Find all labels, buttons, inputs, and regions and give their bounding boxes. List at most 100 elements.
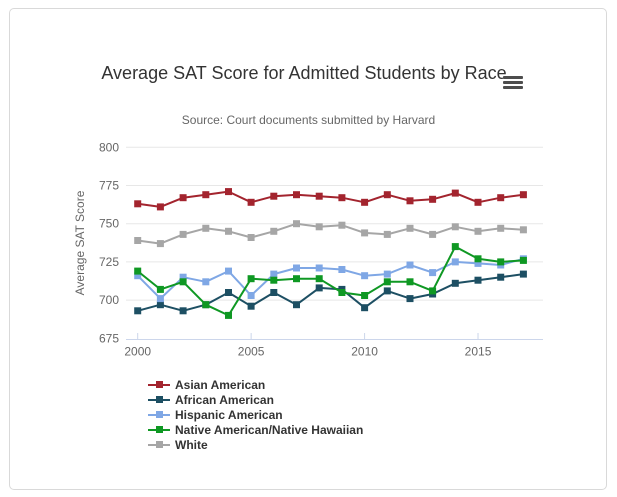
legend-label: Asian American (175, 377, 266, 392)
data-point-marker (225, 227, 232, 235)
data-point-marker (225, 311, 232, 319)
data-point-marker (270, 227, 278, 235)
data-point-marker (293, 191, 300, 199)
chart-subtitle: Source: Court documents submitted by Har… (181, 113, 436, 127)
data-point-marker (156, 203, 164, 211)
data-point-marker (179, 230, 187, 238)
legend-marker (148, 380, 170, 389)
legend-item-native-american-native-hawaiian[interactable]: Native American/Native Hawaiian (148, 422, 363, 437)
legend-label: Native American/Native Hawaiian (175, 422, 364, 437)
data-point-marker (179, 278, 187, 286)
data-point-marker (134, 272, 142, 280)
legend-marker (148, 395, 170, 404)
legend-item-asian-american[interactable]: Asian American (148, 377, 363, 392)
data-point-marker (338, 221, 346, 229)
data-point-marker (474, 259, 482, 267)
data-point-marker (247, 234, 255, 241)
data-point-marker (134, 200, 142, 208)
series-white (134, 220, 527, 248)
data-point-marker (179, 307, 187, 315)
y-tick-label: 800 (99, 140, 119, 154)
data-point-marker (383, 230, 391, 238)
legend-marker (148, 440, 170, 449)
data-point-marker (361, 272, 369, 280)
x-tick-label: 2015 (465, 345, 492, 359)
data-point-marker (519, 226, 527, 234)
data-point-marker (429, 230, 437, 238)
data-point-marker (225, 188, 232, 196)
data-point-marker (247, 292, 255, 299)
data-point-marker (383, 270, 391, 278)
data-point-marker (179, 273, 187, 281)
data-point-marker (315, 264, 323, 272)
data-point-marker (134, 267, 142, 275)
data-point-marker (406, 197, 414, 205)
data-point-marker (202, 224, 210, 232)
data-point-marker (406, 295, 414, 303)
data-point-marker (247, 198, 255, 206)
data-point-marker (225, 289, 232, 296)
x-tick-label: 2005 (238, 345, 265, 359)
data-point-marker (270, 289, 278, 296)
data-point-marker (338, 289, 346, 296)
data-point-marker (156, 285, 164, 293)
data-point-marker (202, 191, 210, 199)
data-point-marker (497, 258, 505, 266)
x-tick-label: 2000 (124, 345, 151, 359)
legend-item-white[interactable]: White (148, 437, 363, 452)
data-point-marker (497, 194, 505, 202)
data-point-marker (247, 275, 255, 283)
y-tick-label: 725 (99, 255, 119, 269)
data-point-marker (519, 191, 527, 199)
data-point-marker (247, 302, 255, 310)
legend-item-hispanic-american[interactable]: Hispanic American (148, 407, 363, 422)
data-point-marker (338, 194, 346, 202)
legend-label: White (175, 437, 208, 452)
data-point-marker (451, 223, 459, 231)
data-point-marker (429, 195, 437, 203)
chart-legend: Asian American African American Hispanic… (148, 377, 363, 452)
legend-item-african-american[interactable]: African American (148, 392, 363, 407)
data-point-marker (361, 304, 369, 312)
data-point-marker (474, 198, 482, 206)
y-tick-label: 775 (99, 179, 119, 193)
data-point-marker (497, 224, 505, 232)
data-point-marker (474, 227, 482, 235)
data-point-marker (225, 267, 232, 275)
data-point-marker (451, 189, 459, 197)
data-point-marker (202, 278, 210, 286)
data-point-marker (270, 270, 278, 278)
data-point-marker (293, 301, 300, 309)
y-tick-label: 675 (99, 331, 119, 345)
y-tick-label: 700 (99, 293, 119, 307)
data-point-marker (361, 292, 369, 299)
data-point-marker (293, 264, 300, 272)
data-point-marker (497, 273, 505, 281)
legend-marker (148, 425, 170, 434)
data-point-marker (315, 275, 323, 283)
data-point-marker (179, 194, 187, 202)
data-point-marker (270, 192, 278, 200)
data-point-marker (156, 240, 164, 248)
data-point-marker (383, 278, 391, 286)
hamburger-menu-icon (503, 76, 523, 79)
data-point-marker (134, 237, 142, 244)
data-point-marker (134, 307, 142, 315)
series-native-american-native-hawaiian (134, 243, 527, 319)
series-asian-american (134, 188, 527, 211)
data-point-marker (293, 275, 300, 283)
data-point-marker (451, 258, 459, 266)
x-tick-label: 2010 (351, 345, 378, 359)
export-menu-button[interactable] (503, 76, 523, 91)
chart-title: Average SAT Score for Admitted Students … (101, 63, 507, 83)
data-point-marker (156, 301, 164, 309)
data-point-marker (361, 198, 369, 206)
data-point-marker (406, 261, 414, 269)
data-point-marker (315, 284, 323, 292)
data-point-marker (451, 243, 459, 251)
y-axis-title: Average SAT Score (73, 190, 87, 295)
data-point-marker (383, 191, 391, 199)
legend-label: African American (175, 392, 274, 407)
